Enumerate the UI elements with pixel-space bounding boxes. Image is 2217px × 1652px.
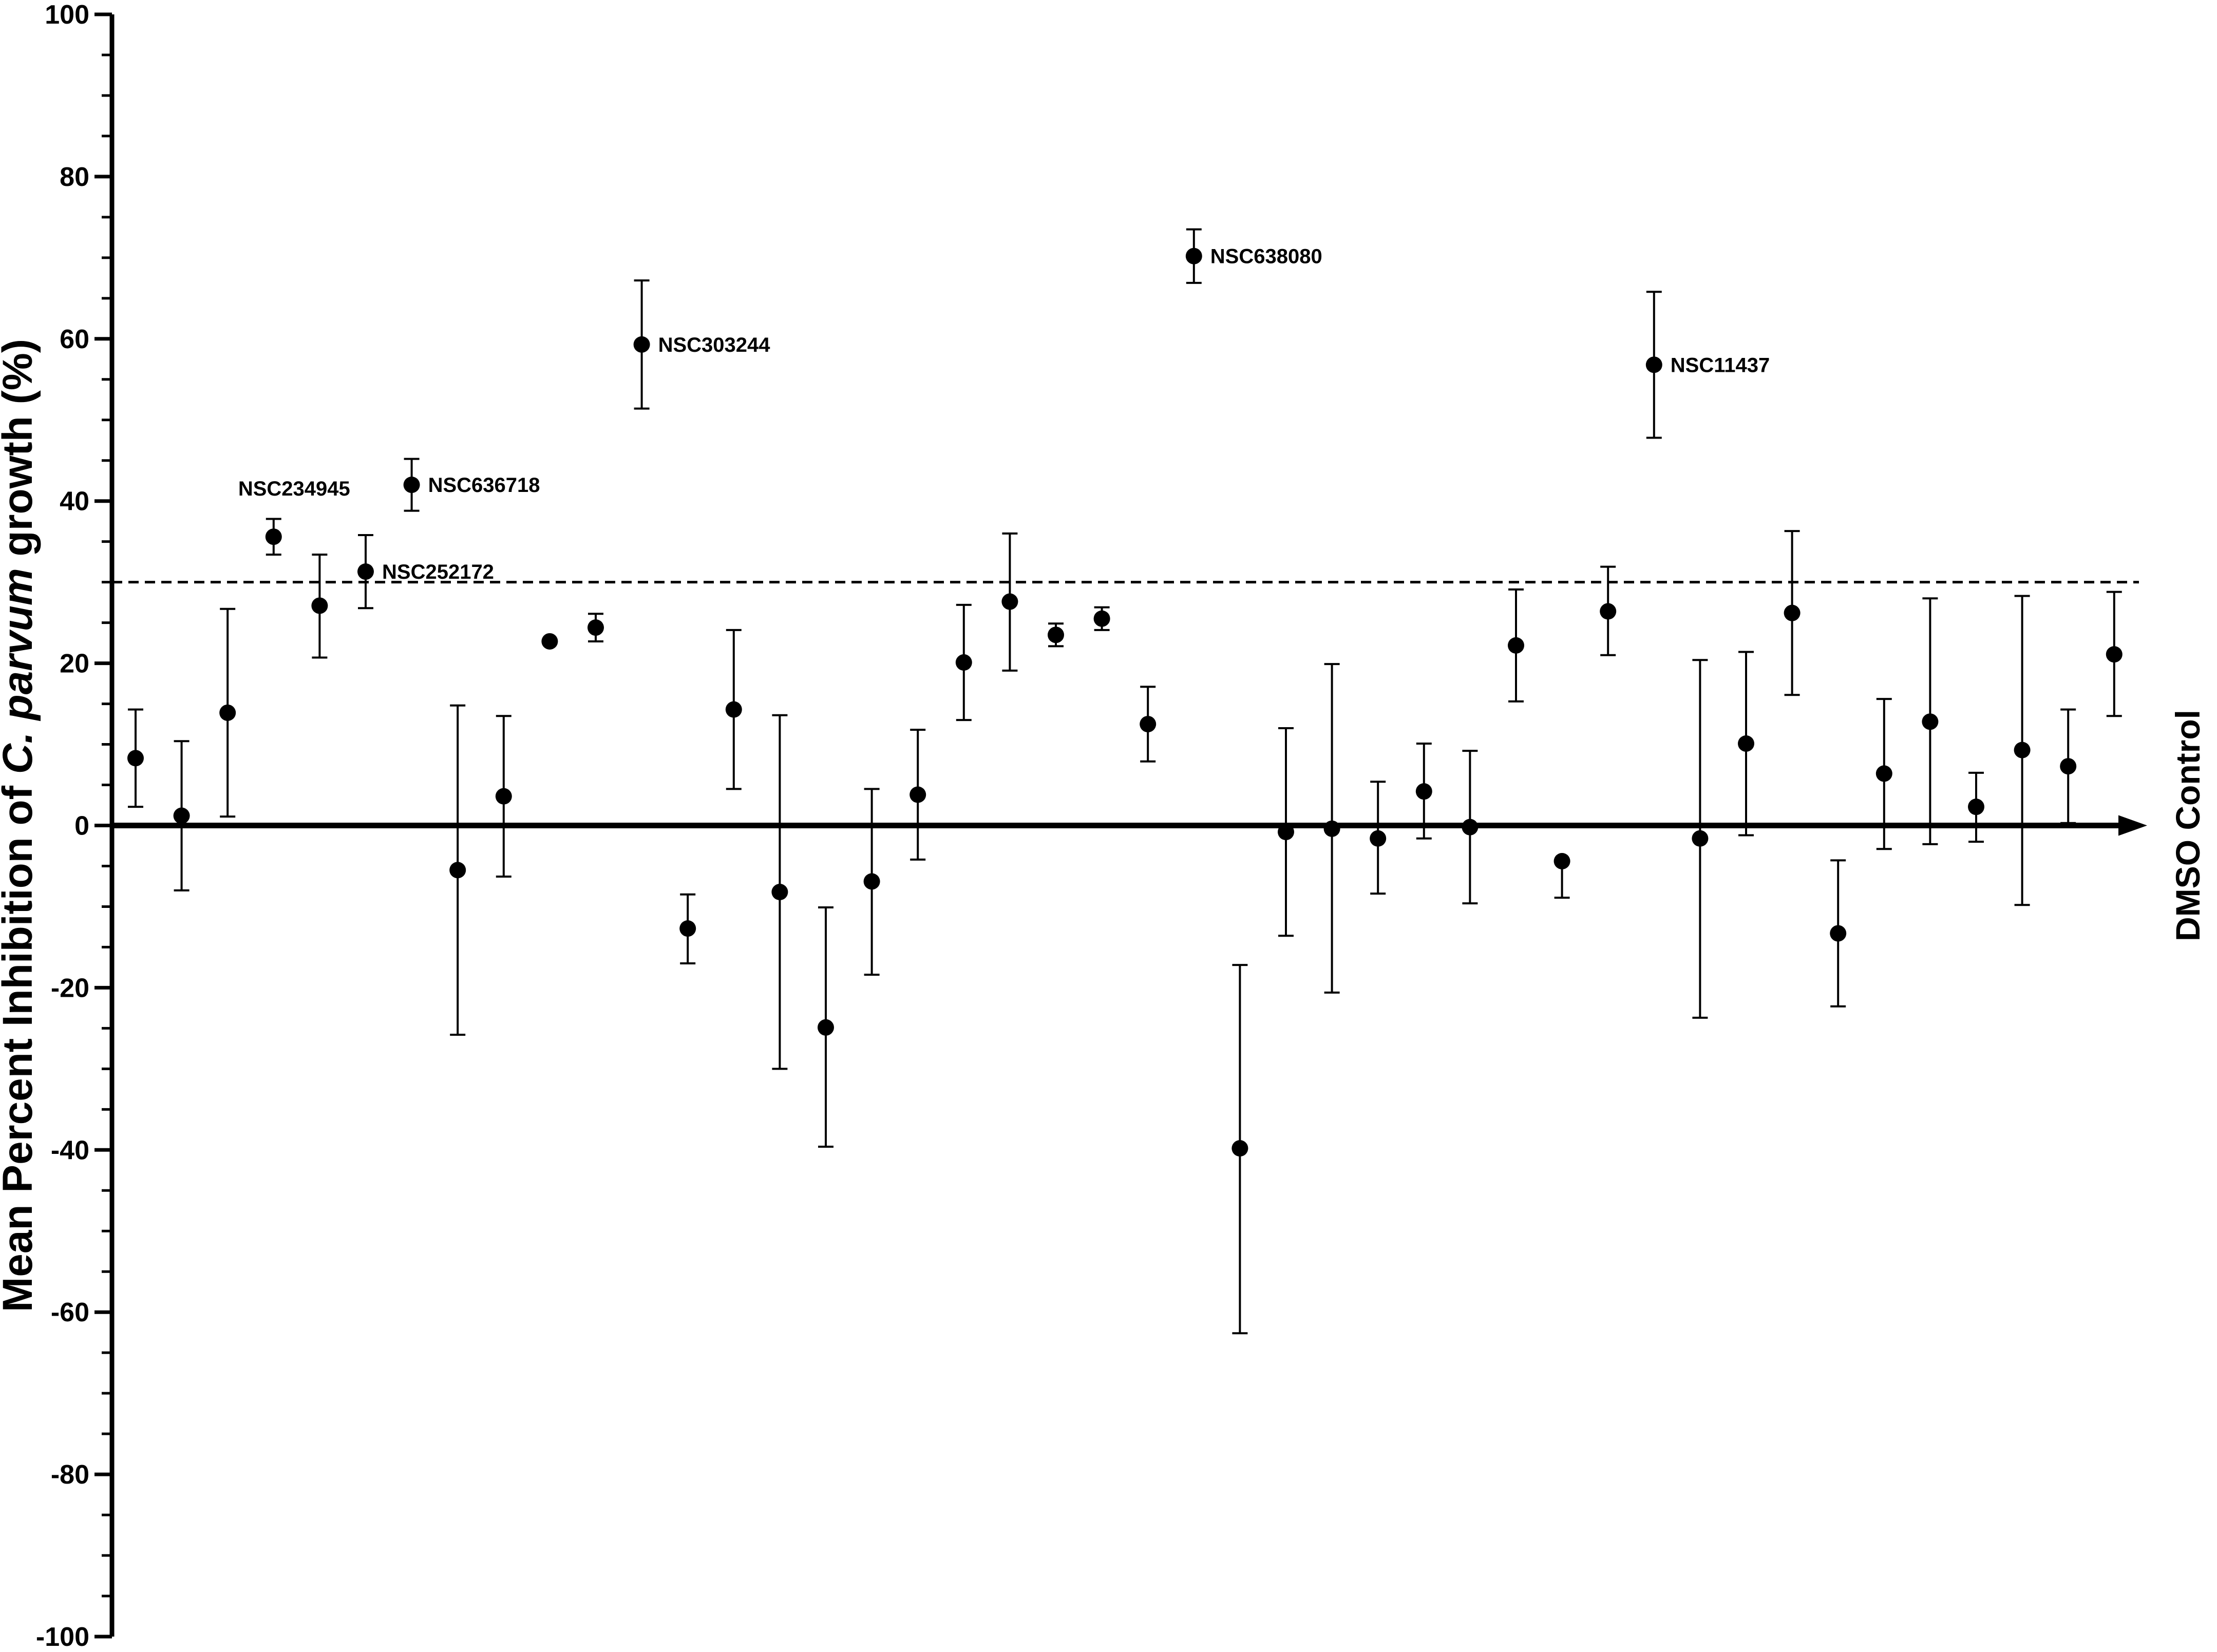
point-label: NSC303244 [658, 334, 771, 356]
point-label: NSC636718 [428, 474, 540, 497]
data-point [1784, 604, 1801, 621]
data-point [1508, 637, 1524, 654]
data-point [1600, 603, 1617, 620]
data-point [909, 786, 926, 803]
data-point [1001, 593, 1018, 610]
y-tick-label: 0 [74, 811, 89, 841]
y-axis-title: Mean Percent Inhibition of C. parvum gro… [0, 339, 41, 1312]
data-point [1048, 626, 1064, 643]
data-point [311, 597, 328, 614]
data-marks [127, 228, 2123, 1335]
control-arrow [2118, 815, 2147, 836]
data-point [1830, 925, 1847, 942]
control-label: DMSO Control [2169, 710, 2207, 941]
data-point [219, 704, 236, 721]
data-point [1692, 830, 1709, 847]
data-point [863, 873, 880, 890]
data-point [1415, 783, 1432, 800]
data-point [357, 563, 374, 580]
y-tick-label: -80 [51, 1460, 89, 1490]
data-point [1738, 735, 1754, 752]
y-tick-label: 60 [60, 325, 89, 354]
y-axis-title-part: Mean Percent Inhibition of [0, 774, 41, 1312]
y-tick-label: -20 [51, 973, 89, 1003]
data-point [818, 1019, 834, 1036]
data-point [2106, 646, 2123, 663]
point-label: NSC252172 [382, 561, 494, 583]
data-point [1968, 799, 1984, 815]
data-point [1185, 248, 1202, 264]
data-point [449, 862, 466, 879]
data-point [1553, 852, 1570, 869]
data-point [265, 528, 282, 545]
control-group: DMSO Control [112, 581, 2207, 941]
y-axis-title-part: C. parvum [0, 568, 41, 774]
data-point [771, 884, 788, 901]
data-point [2060, 758, 2077, 775]
data-point [127, 750, 144, 767]
data-point [1093, 610, 1110, 627]
data-point [1323, 820, 1340, 837]
data-point [1231, 1140, 1248, 1157]
data-point [2014, 742, 2031, 758]
data-point [633, 336, 650, 353]
y-tick-label: -60 [51, 1298, 89, 1327]
data-point [1875, 765, 1892, 782]
y-axis-group: -100 -80 -60 -40 -20 0 20 40 60 80 100 Mean Percent… [0, 0, 115, 1652]
y-tick-label: 40 [60, 487, 89, 517]
point-label: NSC638080 [1210, 245, 1322, 268]
data-point [173, 807, 190, 824]
data-point [679, 920, 696, 937]
point-label: NSC11437 [1671, 354, 1770, 376]
y-tick-label: 100 [45, 0, 89, 30]
y-tick-label: -40 [51, 1135, 89, 1165]
point-labels: NSC234945 NSC252172 NSC636718 NSC303244 NSC6… [238, 245, 1770, 583]
data-point [403, 477, 420, 493]
data-point [1140, 716, 1157, 733]
y-axis-title-part: growth (%) [0, 339, 41, 568]
point-label: NSC234945 [238, 478, 350, 500]
data-point [1370, 830, 1387, 847]
y-tick-label: 80 [60, 162, 89, 192]
data-point [541, 633, 558, 650]
data-point [1278, 824, 1294, 841]
data-point [955, 654, 972, 671]
data-point [725, 701, 742, 718]
data-point [495, 788, 512, 805]
data-point [1645, 356, 1662, 373]
data-point [588, 619, 604, 636]
y-tick-label: -100 [36, 1622, 89, 1652]
y-tick-label: 20 [60, 649, 89, 679]
data-point [1462, 819, 1479, 836]
data-point [1922, 713, 1939, 730]
